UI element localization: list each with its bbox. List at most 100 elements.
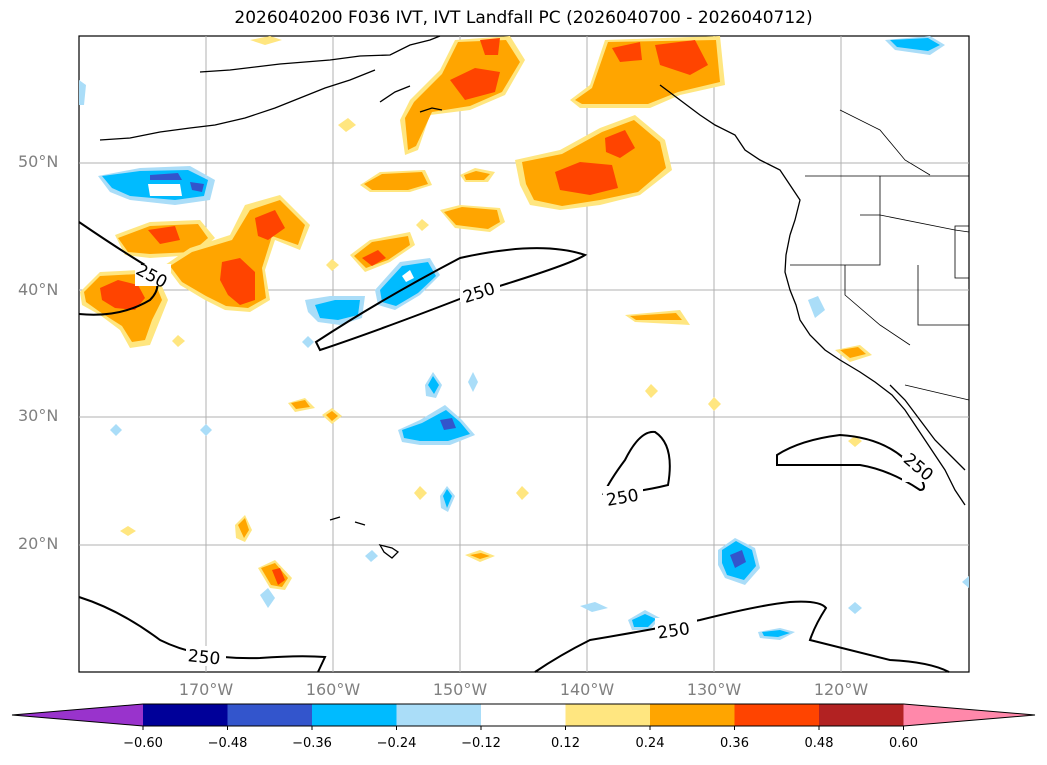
alaska-coast xyxy=(199,35,441,73)
pos-blob xyxy=(362,250,386,266)
pos-blob xyxy=(840,347,866,358)
colorbar-tick-label: −0.60 xyxy=(123,736,163,751)
baja-coast xyxy=(889,384,966,471)
lon-label-170w: 170°W xyxy=(178,680,234,699)
neg-blob xyxy=(443,489,452,508)
pos-blob xyxy=(100,280,145,310)
kodiak-island xyxy=(419,107,443,113)
coastlines xyxy=(99,35,966,559)
neg-blob xyxy=(962,576,969,588)
colorbar-tick-label: 0.60 xyxy=(889,736,918,751)
colorbar-tick-label: −0.48 xyxy=(207,736,248,751)
pos-blob xyxy=(630,313,682,320)
neg-blob xyxy=(468,372,478,392)
canada-internal xyxy=(839,109,931,176)
pos-blob xyxy=(470,553,490,559)
contour-label-bg xyxy=(902,456,938,482)
neg-blob xyxy=(440,418,456,430)
neg-blob xyxy=(402,410,470,441)
ivt-contour-line xyxy=(776,433,925,492)
neg-blob xyxy=(190,182,204,192)
lon-label-130w: 130°W xyxy=(686,680,742,699)
pos-blob xyxy=(450,68,500,100)
lon-label-150w: 150°W xyxy=(432,680,488,699)
pos-blob xyxy=(120,526,136,536)
pos-blob xyxy=(605,130,635,158)
pos-blob xyxy=(238,518,249,538)
contour-labels: 250 250 250 250 250 250 xyxy=(132,260,938,669)
neg-blob xyxy=(79,80,86,105)
ivt-contour-line xyxy=(314,247,588,352)
neg-blob xyxy=(365,550,378,562)
map-frame xyxy=(78,35,970,673)
pos-blob xyxy=(291,400,310,409)
contour-label-bg xyxy=(186,646,226,666)
pos-blob xyxy=(326,411,338,421)
state-border xyxy=(917,265,969,326)
bc-coast xyxy=(659,84,801,236)
colorbar-tick-label: 0.24 xyxy=(635,736,665,751)
negative-pc-areas xyxy=(79,36,969,640)
pos-blob xyxy=(414,486,427,500)
colorbar-tick-label: 0.48 xyxy=(804,736,834,751)
neg-blob xyxy=(632,614,656,627)
pos-blob xyxy=(516,486,529,500)
map-title: 2026040200 F036 IVT, IVT Landfall PC (20… xyxy=(234,8,813,28)
pos-blob xyxy=(338,118,356,132)
us-west-coast xyxy=(784,234,966,506)
aleutian-chain xyxy=(99,69,376,141)
pos-blob xyxy=(364,172,428,190)
neg-blob xyxy=(730,550,746,568)
contour-label-bg xyxy=(135,264,171,286)
pos-blob xyxy=(250,36,282,45)
neg-blob xyxy=(148,184,182,196)
hawaii-islands xyxy=(329,516,400,559)
neg-blob xyxy=(402,270,414,282)
state-border xyxy=(954,225,970,279)
colorbar-tick-label: 0.36 xyxy=(720,736,749,751)
colorbar-tick-label: −0.12 xyxy=(461,736,501,751)
pos-blob xyxy=(555,162,618,195)
neg-blob xyxy=(150,173,182,180)
pos-blob xyxy=(464,171,490,180)
state-border xyxy=(844,265,911,346)
neg-blob xyxy=(848,602,862,614)
ivt-contour-line xyxy=(534,600,950,673)
lon-label-140w: 140°W xyxy=(559,680,615,699)
colorbar-tick-label: 0.12 xyxy=(551,736,580,751)
ivt-contours xyxy=(78,221,950,673)
pos-blob xyxy=(172,335,185,347)
pos-blob xyxy=(255,210,285,240)
neg-blob xyxy=(808,296,825,318)
aleutian-chain xyxy=(379,85,411,103)
neg-blob xyxy=(200,424,212,436)
pos-blob xyxy=(326,259,339,271)
political-borders xyxy=(790,109,970,401)
contour-label-bg xyxy=(460,280,500,302)
pos-blob xyxy=(708,397,721,411)
pos-blob xyxy=(148,226,180,244)
neg-blob xyxy=(890,38,940,51)
neg-blob xyxy=(110,424,122,436)
lat-label-50n: 50°N xyxy=(18,152,59,171)
pos-blob xyxy=(612,42,642,62)
colorbar-tick-label: −0.36 xyxy=(292,736,332,751)
lat-label-20n: 20°N xyxy=(18,534,59,553)
lon-label-160w: 160°W xyxy=(305,680,361,699)
neg-blob xyxy=(762,630,790,637)
lat-label-30n: 30°N xyxy=(18,406,59,425)
contour-label-bg xyxy=(655,618,697,638)
neg-blob xyxy=(302,336,314,348)
pos-blob xyxy=(645,384,658,398)
pos-blob xyxy=(444,207,500,229)
pos-blob xyxy=(416,219,429,231)
ivt-contour-line xyxy=(602,430,671,496)
contour-label: 250 xyxy=(187,646,221,669)
pos-blob xyxy=(220,258,255,305)
colorbar-tick-label: −0.24 xyxy=(376,736,417,751)
neg-blob xyxy=(428,376,439,394)
neg-blob xyxy=(315,300,360,320)
neg-blob xyxy=(580,602,608,612)
pos-blob xyxy=(655,40,708,75)
